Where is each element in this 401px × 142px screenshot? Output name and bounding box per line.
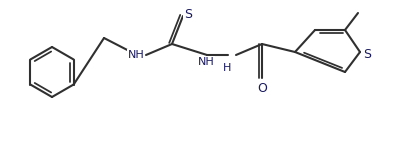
Text: NH: NH [197, 57, 214, 67]
Text: H: H [222, 63, 231, 73]
Text: NH: NH [127, 50, 144, 60]
Text: O: O [256, 82, 266, 94]
Text: S: S [362, 48, 370, 60]
Text: S: S [184, 8, 192, 20]
